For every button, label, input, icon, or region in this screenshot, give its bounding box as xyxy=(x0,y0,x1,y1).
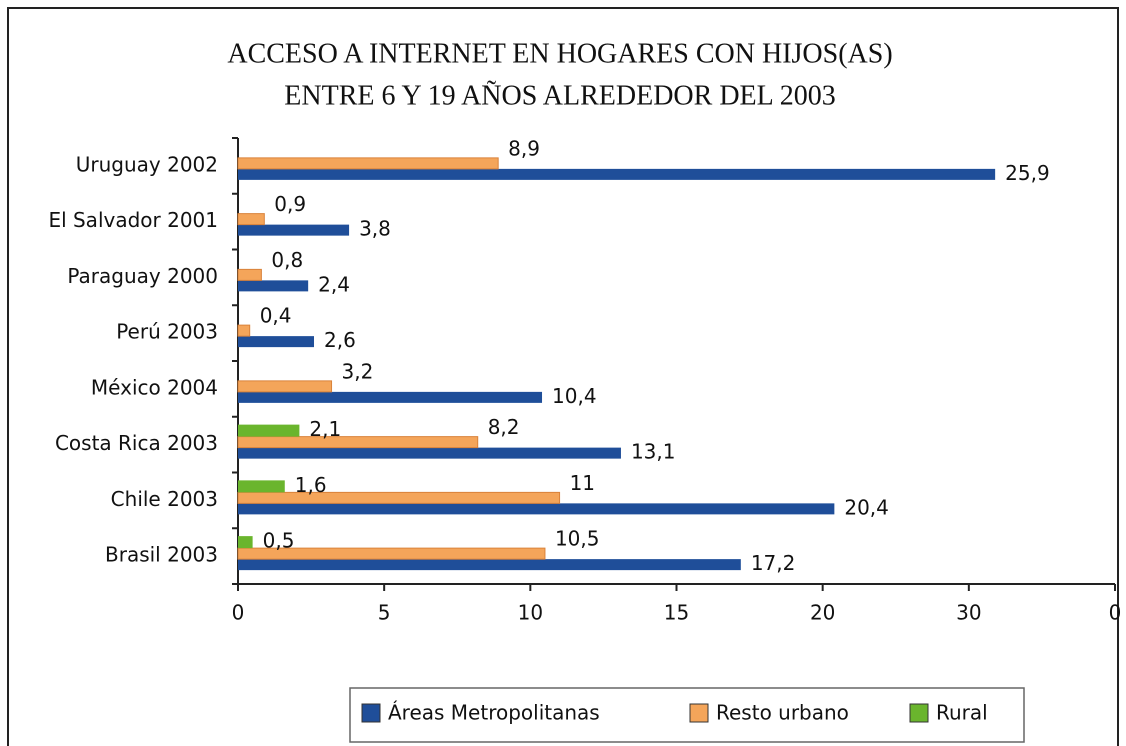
bar xyxy=(238,424,300,437)
bar xyxy=(238,480,285,493)
data-label: 11 xyxy=(570,471,595,495)
bar xyxy=(238,503,835,515)
bar xyxy=(238,168,996,180)
legend-swatch xyxy=(361,703,381,723)
data-label: 10,5 xyxy=(555,527,600,551)
data-label: 0,8 xyxy=(271,248,303,272)
bar xyxy=(237,324,251,337)
data-label: 8,2 xyxy=(488,415,520,439)
bar xyxy=(237,157,499,170)
bar xyxy=(237,380,333,393)
data-label: 2,6 xyxy=(324,328,356,352)
x-tick-label: 30 xyxy=(956,601,981,625)
data-label: 17,2 xyxy=(751,551,796,575)
data-label: 0,9 xyxy=(274,192,306,216)
y-tick-label: Paraguay 2000 xyxy=(67,264,218,288)
y-tick-label: El Salvador 2001 xyxy=(48,208,218,232)
bar xyxy=(237,547,546,560)
y-tick-label: Uruguay 2002 xyxy=(76,152,218,176)
bar xyxy=(238,224,350,236)
legend-label: Rural xyxy=(936,701,988,725)
bar xyxy=(238,536,253,549)
y-tick-label: Costa Rica 2003 xyxy=(55,431,218,455)
x-tick-label: 5 xyxy=(378,601,391,625)
bar xyxy=(237,213,265,226)
data-label: 3,8 xyxy=(359,217,391,241)
chart-title: ENTRE 6 Y 19 AÑOS ALREDEDOR DEL 2003 xyxy=(284,80,835,111)
data-label: 3,2 xyxy=(342,359,374,383)
data-label: 2,4 xyxy=(318,272,350,296)
y-tick-label: Chile 2003 xyxy=(111,487,218,511)
legend-swatch xyxy=(689,703,709,723)
y-tick-label: México 2004 xyxy=(91,375,218,399)
x-tick-label: 0 xyxy=(1109,601,1122,625)
bar xyxy=(238,336,315,348)
data-label: 13,1 xyxy=(631,440,676,464)
data-label: 1,6 xyxy=(295,473,327,497)
bar xyxy=(238,280,309,292)
bar xyxy=(237,268,262,281)
data-label: 10,4 xyxy=(552,384,597,408)
data-label: 20,4 xyxy=(844,495,889,519)
x-tick-label: 20 xyxy=(810,601,835,625)
bar xyxy=(238,447,621,459)
frame xyxy=(7,7,1119,746)
y-tick-label: Perú 2003 xyxy=(116,320,218,344)
bar xyxy=(237,491,561,504)
bar xyxy=(237,436,479,449)
legend-label: Áreas Metropolitanas xyxy=(388,701,600,725)
data-label: 0,5 xyxy=(263,529,295,553)
chart-title: ACCESO A INTERNET EN HOGARES CON HIJOS(A… xyxy=(227,38,892,69)
x-tick-label: 15 xyxy=(664,601,689,625)
data-label: 25,9 xyxy=(1005,161,1050,185)
bar xyxy=(238,391,543,403)
data-label: 8,9 xyxy=(508,136,540,160)
x-tick-label: 10 xyxy=(518,601,543,625)
data-label: 2,1 xyxy=(309,417,341,441)
y-tick-label: Brasil 2003 xyxy=(105,543,218,567)
x-tick-label: 0 xyxy=(232,601,245,625)
legend-swatch xyxy=(909,703,929,723)
data-label: 0,4 xyxy=(260,304,292,328)
bar xyxy=(238,559,741,571)
legend-label: Resto urbano xyxy=(716,701,849,725)
